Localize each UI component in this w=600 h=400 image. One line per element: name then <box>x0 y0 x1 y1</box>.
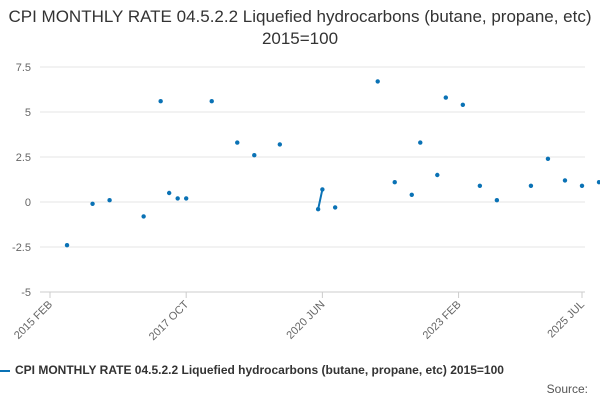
data-point[interactable] <box>166 190 172 196</box>
grid-lines <box>40 66 585 293</box>
data-point[interactable] <box>460 102 466 108</box>
data-point[interactable] <box>375 79 380 84</box>
data-point[interactable] <box>545 156 551 161</box>
data-point[interactable] <box>175 196 180 201</box>
chart-title: CPI MONTHLY RATE 04.5.2.2 Liquefied hydr… <box>8 7 592 48</box>
data-point[interactable] <box>90 201 95 206</box>
data-point[interactable] <box>107 198 112 203</box>
y-tick-label: -5 <box>21 287 31 299</box>
x-tick-label: 2017 OCT <box>147 298 192 343</box>
y-tick-label: 0 <box>25 197 31 209</box>
data-point[interactable] <box>64 243 70 248</box>
data-point[interactable] <box>183 196 189 201</box>
legend[interactable]: CPI MONTHLY RATE 04.5.2.2 Liquefied hydr… <box>0 363 504 377</box>
x-tick-label: 2015 FEB <box>12 299 55 342</box>
data-point[interactable] <box>235 140 240 145</box>
data-point[interactable] <box>315 207 321 212</box>
legend-label: CPI MONTHLY RATE 04.5.2.2 Liquefied hydr… <box>15 363 504 377</box>
source-label: Source: <box>546 382 588 396</box>
legend-swatch <box>0 369 10 372</box>
data-point[interactable] <box>562 178 568 183</box>
data-point[interactable] <box>494 198 500 203</box>
data-point[interactable] <box>277 142 283 147</box>
data-point[interactable] <box>158 99 163 104</box>
data-point[interactable] <box>392 180 397 185</box>
data-point[interactable] <box>579 183 585 188</box>
data-point[interactable] <box>477 183 483 188</box>
data-point[interactable] <box>252 153 257 158</box>
x-tick-label: 2023 FEB <box>421 299 464 342</box>
data-point[interactable] <box>418 140 423 145</box>
data-point[interactable] <box>528 183 534 188</box>
data-marks <box>64 79 600 248</box>
data-point[interactable] <box>320 187 325 192</box>
y-tick-label: 7.5 <box>16 62 31 74</box>
x-tick-label: 2025 JUL <box>545 299 587 341</box>
data-point[interactable] <box>209 99 214 104</box>
y-tick-label: 5 <box>25 107 31 119</box>
data-point[interactable] <box>596 180 600 185</box>
y-tick-label: 2.5 <box>16 152 31 164</box>
x-tick-label: 2020 JUN <box>284 299 327 342</box>
data-point[interactable] <box>443 95 449 100</box>
data-point[interactable] <box>409 192 414 197</box>
data-point[interactable] <box>141 214 146 219</box>
y-tick-label: -2.5 <box>12 242 31 254</box>
data-point[interactable] <box>435 172 440 178</box>
series-line-segment <box>317 189 324 210</box>
data-point[interactable] <box>332 205 338 210</box>
